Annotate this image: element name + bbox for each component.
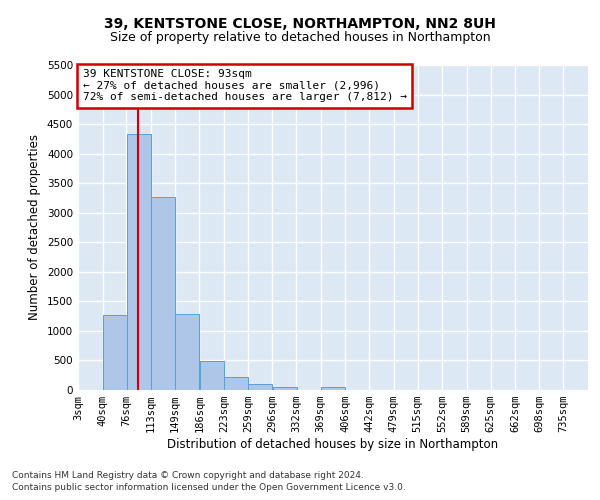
Bar [151,198,175,390]
Bar [175,314,199,390]
Text: Contains HM Land Registry data © Crown copyright and database right 2024.: Contains HM Land Registry data © Crown c… [12,471,364,480]
Bar [103,315,127,390]
Bar [127,134,151,390]
Text: Size of property relative to detached houses in Northampton: Size of property relative to detached ho… [110,31,490,44]
X-axis label: Distribution of detached houses by size in Northampton: Distribution of detached houses by size … [167,438,499,451]
Text: Contains public sector information licensed under the Open Government Licence v3: Contains public sector information licen… [12,484,406,492]
Text: 39 KENTSTONE CLOSE: 93sqm
← 27% of detached houses are smaller (2,996)
72% of se: 39 KENTSTONE CLOSE: 93sqm ← 27% of detac… [83,69,407,102]
Bar [248,384,272,390]
Bar [272,387,296,390]
Bar [321,387,345,390]
Text: 39, KENTSTONE CLOSE, NORTHAMPTON, NN2 8UH: 39, KENTSTONE CLOSE, NORTHAMPTON, NN2 8U… [104,18,496,32]
Bar [224,377,248,390]
Bar [200,361,224,390]
Y-axis label: Number of detached properties: Number of detached properties [28,134,41,320]
